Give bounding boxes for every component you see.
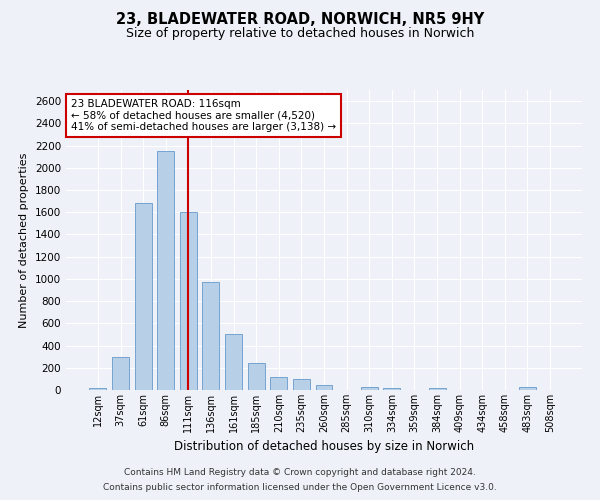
Bar [361, 386, 377, 390]
Y-axis label: Number of detached properties: Number of detached properties [19, 152, 29, 328]
Bar [202, 282, 220, 390]
Bar [89, 388, 106, 390]
Bar [248, 363, 265, 390]
Bar [316, 385, 332, 390]
Bar [180, 212, 197, 390]
Bar [271, 376, 287, 390]
Text: 23 BLADEWATER ROAD: 116sqm
← 58% of detached houses are smaller (4,520)
41% of s: 23 BLADEWATER ROAD: 116sqm ← 58% of deta… [71, 99, 336, 132]
Bar [112, 356, 129, 390]
X-axis label: Distribution of detached houses by size in Norwich: Distribution of detached houses by size … [174, 440, 474, 454]
Bar [157, 151, 174, 390]
Bar [134, 204, 152, 390]
Bar [293, 379, 310, 390]
Bar [225, 334, 242, 390]
Text: Contains HM Land Registry data © Crown copyright and database right 2024.: Contains HM Land Registry data © Crown c… [124, 468, 476, 477]
Text: Size of property relative to detached houses in Norwich: Size of property relative to detached ho… [126, 28, 474, 40]
Bar [428, 388, 446, 390]
Text: 23, BLADEWATER ROAD, NORWICH, NR5 9HY: 23, BLADEWATER ROAD, NORWICH, NR5 9HY [116, 12, 484, 28]
Bar [383, 388, 400, 390]
Bar [519, 387, 536, 390]
Text: Contains public sector information licensed under the Open Government Licence v3: Contains public sector information licen… [103, 483, 497, 492]
